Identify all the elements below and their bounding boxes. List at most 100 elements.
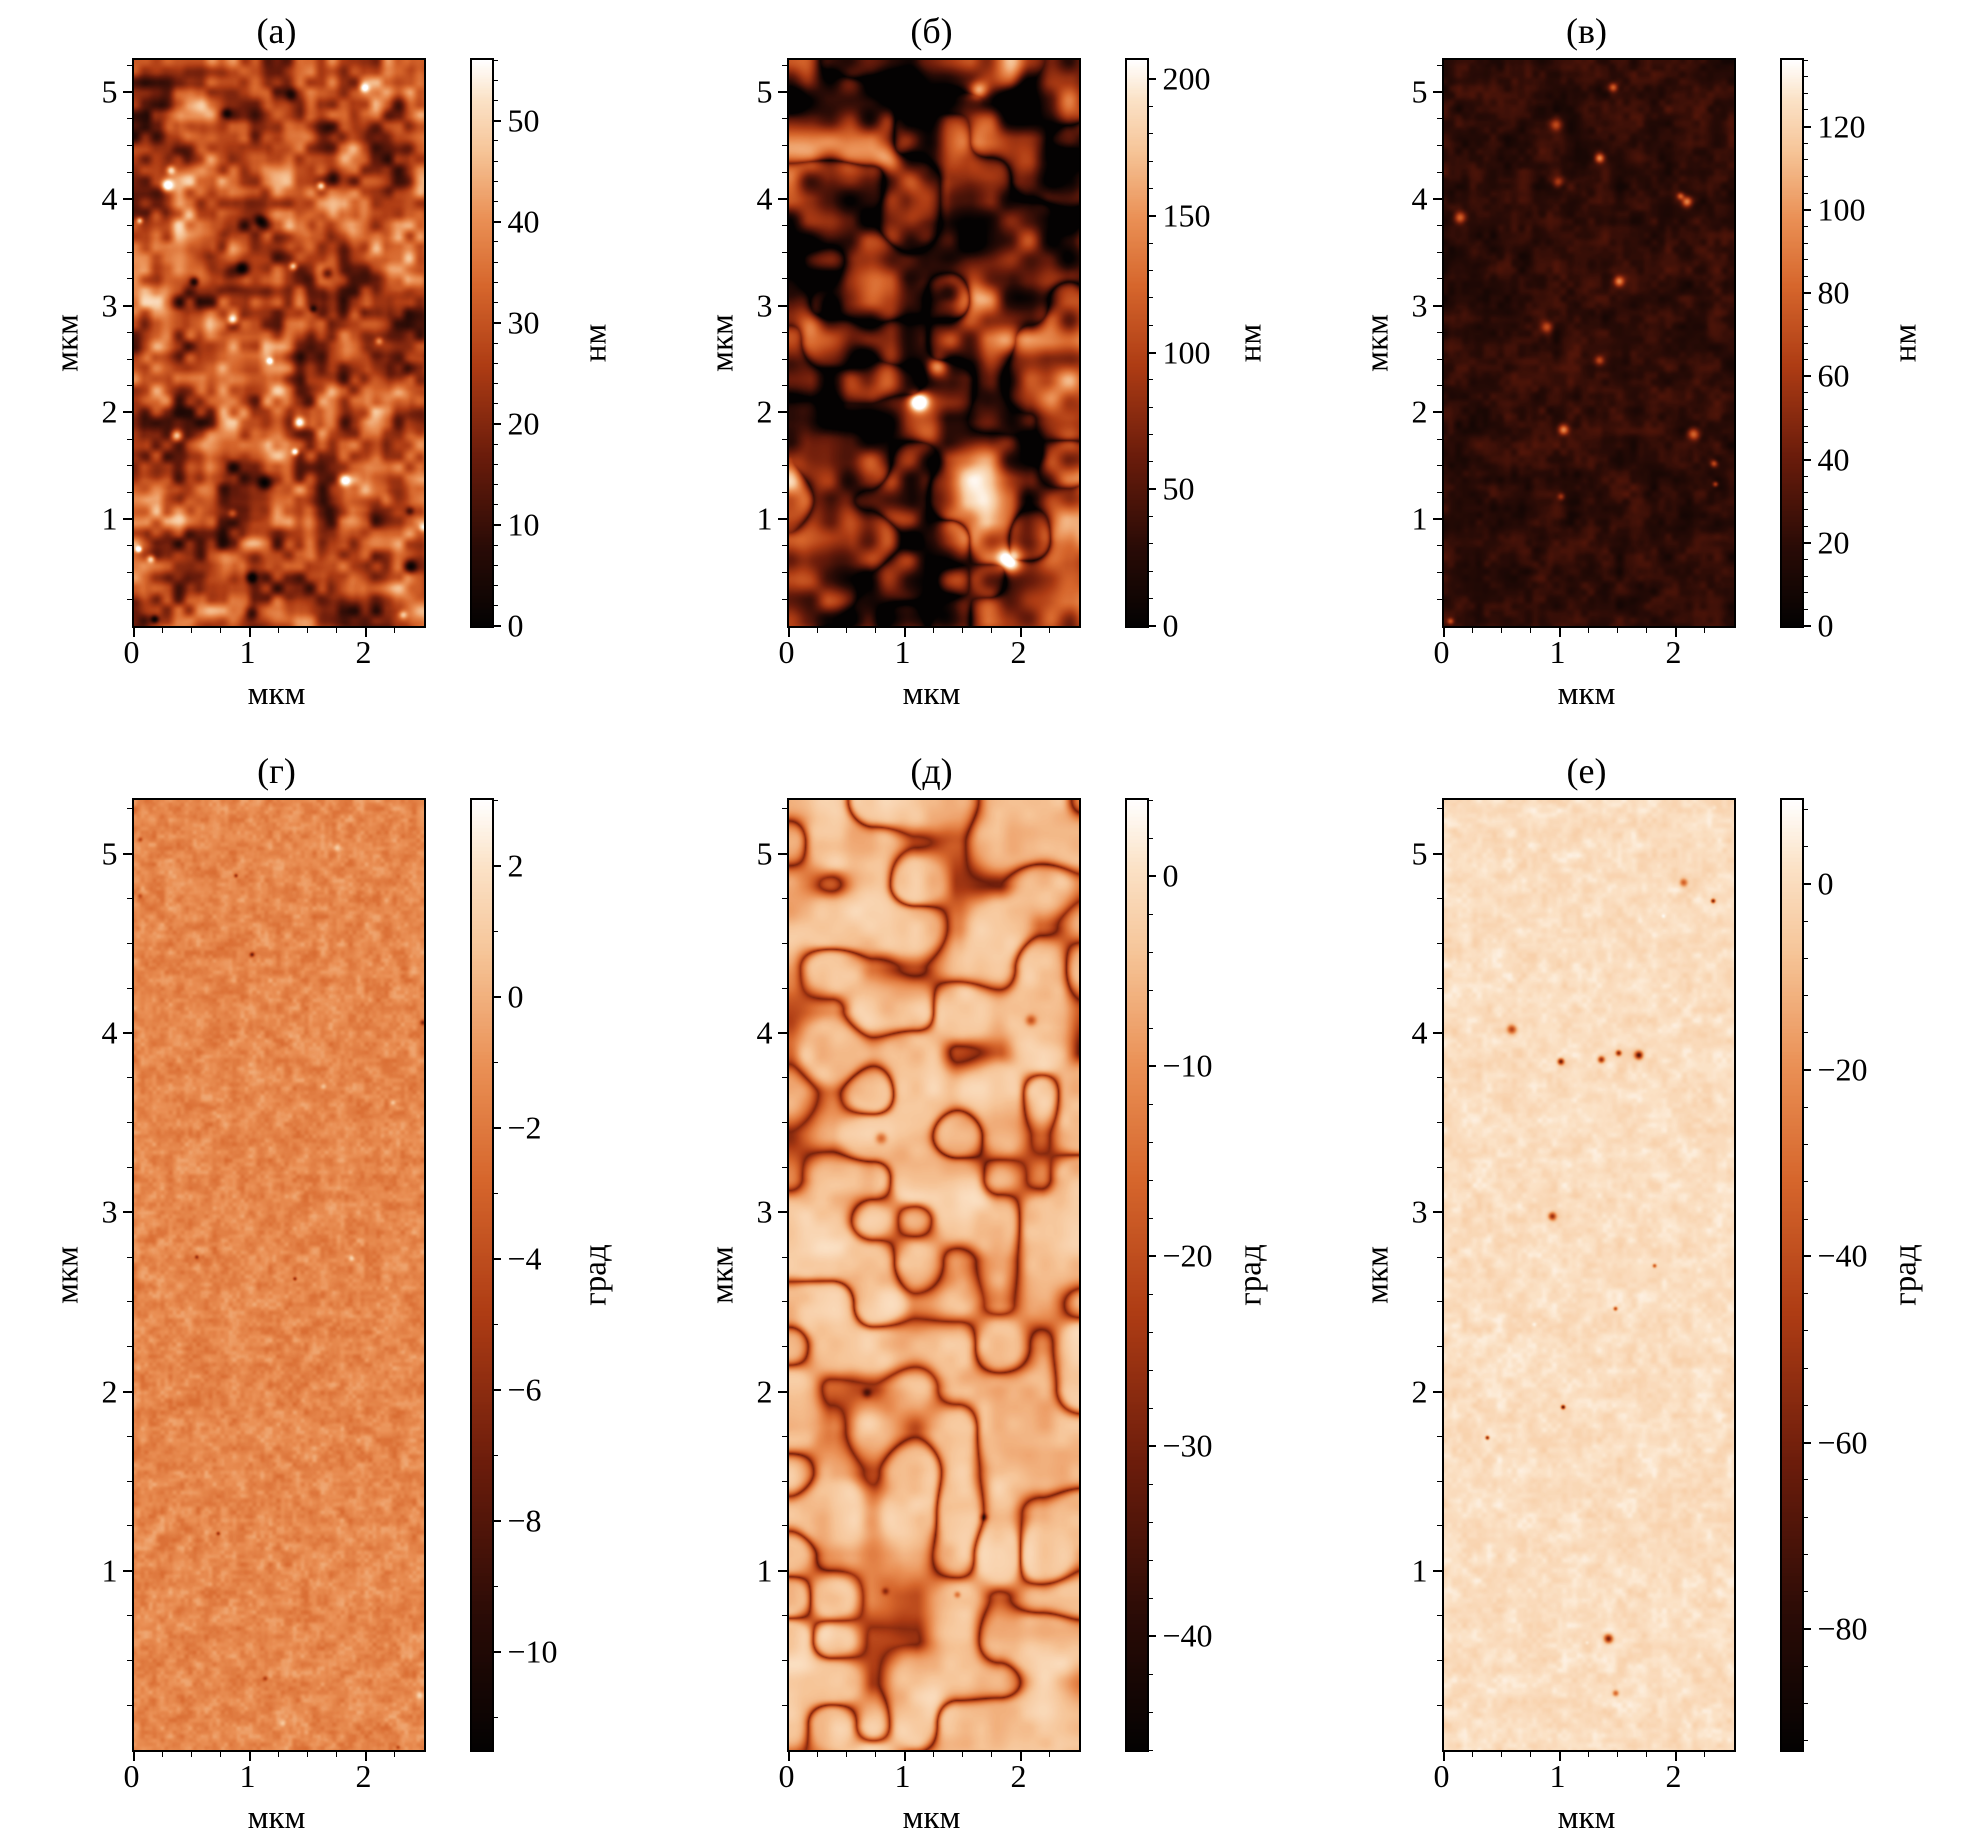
- y-minor-tick-mark: [781, 492, 787, 493]
- colorbar-minor-tick-mark: [493, 799, 498, 801]
- panel-title: (в): [1566, 11, 1607, 51]
- colorbar: [469, 798, 501, 1752]
- colorbar-gradient-canvas: [1781, 800, 1802, 1750]
- colorbar-tick-mark: [493, 1519, 501, 1522]
- x-axis-label-row: мкм: [132, 674, 422, 718]
- colorbar-minor-tick-mark: [1803, 242, 1808, 244]
- y-minor-tick-mark: [1436, 1122, 1442, 1124]
- colorbar-minor-tick-mark: [493, 484, 498, 485]
- x-minor-tick-mark: [817, 1752, 818, 1757]
- colorbar-minor-tick-mark: [493, 403, 498, 405]
- colorbar-tick-mark: [1803, 1627, 1811, 1630]
- y-tick-label: 5: [756, 835, 773, 872]
- y-minor-tick-mark: [781, 1525, 787, 1527]
- colorbar-minor-tick-mark: [1803, 808, 1808, 810]
- colorbar-gradient-canvas: [1126, 800, 1147, 1750]
- x-axis: 0 1 2: [1434, 1752, 1732, 1798]
- x-minor-tick-mark: [1049, 1752, 1050, 1757]
- panel-body: мкм 1 2 3 4 5 нм 0 20 40 60 80 100 120: [1359, 58, 1930, 644]
- y-tick-label: 2: [101, 393, 118, 430]
- y-tick-mark: [777, 1211, 787, 1214]
- x-minor-tick-mark: [846, 1752, 847, 1757]
- colorbar-minor-tick-mark: [493, 930, 498, 932]
- y-tick-label: 3: [756, 287, 773, 324]
- panel-body: мкм 1 2 3 4 5 нм 0 10 20 30 40 50: [49, 58, 620, 644]
- x-minor-tick-mark: [1530, 628, 1531, 633]
- x-tick-label: 0: [778, 634, 795, 670]
- x-axis: 0 1 2: [779, 1752, 1077, 1798]
- colorbar-minor-tick-mark: [493, 1323, 498, 1325]
- x-minor-tick-mark: [336, 1752, 337, 1757]
- colorbar-minor-tick-mark: [493, 1585, 498, 1587]
- x-tick-mark: [787, 628, 790, 637]
- colorbar-tick-mark: [1803, 458, 1811, 461]
- x-tick-mark: [1442, 628, 1445, 637]
- colorbar-minor-tick-mark: [1148, 543, 1153, 545]
- y-tick-mark: [1432, 91, 1442, 94]
- y-minor-tick-mark: [1436, 278, 1442, 280]
- x-tick-label: 0: [123, 1758, 140, 1794]
- colorbar-minor-tick-mark: [1148, 799, 1153, 801]
- colorbar-minor-tick-mark: [493, 1061, 498, 1063]
- x-axis-label: мкм: [902, 676, 961, 712]
- x-tick-mark: [1674, 1752, 1677, 1761]
- y-minor-tick-mark: [126, 278, 132, 280]
- colorbar-minor-tick-mark: [1803, 575, 1808, 577]
- colorbar-minor-tick-mark: [1148, 188, 1153, 189]
- x-minor-tick-mark: [220, 628, 221, 633]
- y-minor-tick-mark: [1436, 1704, 1442, 1706]
- colorbar-minor-tick-mark: [1803, 409, 1808, 411]
- y-minor-tick-mark: [781, 987, 787, 989]
- y-minor-tick-mark: [781, 171, 787, 173]
- y-minor-tick-mark: [1436, 492, 1442, 493]
- colorbar-minor-tick-mark: [493, 302, 498, 304]
- y-tick-mark: [1432, 1569, 1442, 1572]
- y-minor-tick-mark: [1436, 385, 1442, 387]
- y-minor-tick-mark: [781, 942, 787, 944]
- colorbar-minor-tick-mark: [1148, 160, 1153, 162]
- colorbar-minor-tick-mark: [1148, 297, 1153, 299]
- colorbar-minor-tick-mark: [493, 382, 498, 384]
- y-minor-tick-mark: [126, 1704, 132, 1706]
- y-minor-tick-mark: [1436, 1256, 1442, 1258]
- y-minor-tick-mark: [126, 987, 132, 989]
- colorbar-tick-label: 0: [1817, 607, 1834, 644]
- y-tick-mark: [122, 1390, 132, 1393]
- colorbar-tick-label: −80: [1817, 1610, 1868, 1647]
- x-axis-label: мкм: [902, 1800, 961, 1836]
- colorbar-tick-label: 20: [507, 405, 540, 442]
- y-minor-tick-mark: [781, 1704, 787, 1706]
- y-minor-tick-mark: [126, 1122, 132, 1124]
- y-tick-label: 1: [756, 500, 773, 537]
- colorbar-minor-tick-mark: [1803, 359, 1808, 361]
- x-minor-tick-mark: [1704, 1752, 1705, 1757]
- y-minor-tick-mark: [781, 438, 787, 440]
- colorbar-tick-mark: [1148, 1445, 1156, 1447]
- y-tick-mark: [122, 197, 132, 200]
- y-tick-mark: [777, 518, 787, 521]
- colorbar-minor-tick-mark: [493, 1716, 498, 1718]
- y-axis-label: мкм: [49, 314, 85, 372]
- y-minor-tick-mark: [126, 358, 132, 360]
- x-axis: 0 1 2: [124, 628, 422, 674]
- panel-title: (е): [1566, 751, 1607, 791]
- colorbar-tick-mark: [1803, 125, 1811, 128]
- colorbar-minor-tick-mark: [493, 1192, 498, 1194]
- colorbar-minor-tick-mark: [1803, 1144, 1808, 1146]
- colorbar-minor-tick-mark: [1148, 1293, 1153, 1295]
- x-axis-label: мкм: [247, 676, 306, 712]
- y-tick-mark: [1432, 852, 1442, 855]
- y-minor-tick-mark: [126, 385, 132, 387]
- x-axis: 0 1 2: [779, 628, 1077, 674]
- colorbar-tick-label: 80: [1817, 274, 1850, 311]
- y-minor-tick-mark: [781, 331, 787, 333]
- y-minor-tick-mark: [781, 278, 787, 280]
- y-tick-label: 5: [1411, 835, 1428, 872]
- y-tick-mark: [1432, 1032, 1442, 1035]
- y-minor-tick-mark: [781, 1122, 787, 1124]
- y-minor-tick-mark: [781, 572, 787, 574]
- panel-title: (б): [910, 11, 953, 51]
- y-tick-label: 4: [101, 1014, 118, 1051]
- y-tick-label: 2: [1411, 1373, 1428, 1409]
- afm-panel: (в) мкм 1 2 3 4 5 нм 0 20 40 60 80 100 120 0 1 2 мкм: [1359, 8, 1930, 718]
